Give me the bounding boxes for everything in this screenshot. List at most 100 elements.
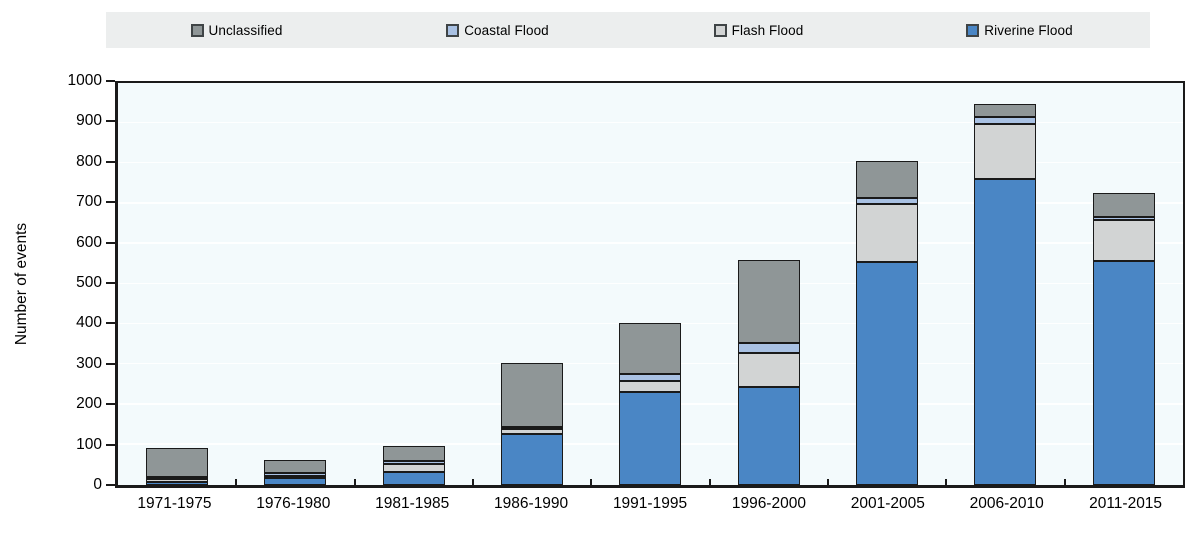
x-tick-mark-4 xyxy=(590,479,593,485)
x-tick-mark-6 xyxy=(827,479,829,485)
bar-segment-flash-flood xyxy=(1092,219,1155,262)
bar-segment-coastal-flood xyxy=(737,343,800,354)
y-tick-mark-300 xyxy=(106,362,115,365)
bars-layer xyxy=(118,83,1183,485)
y-tick-mark-500 xyxy=(106,282,115,284)
bar-segment-flash-flood xyxy=(264,475,327,479)
y-tick-mark-900 xyxy=(106,120,115,123)
y-axis-tick-marks xyxy=(106,80,115,486)
bar-segment-coastal-flood xyxy=(264,473,327,476)
legend-item-unclassified: Unclassified xyxy=(106,23,367,38)
x-tick-label-1991-1995: 1991-1995 xyxy=(612,495,688,512)
bar-2001-2005 xyxy=(856,161,919,485)
gridline-600 xyxy=(118,242,1183,244)
bar-1976-1980 xyxy=(264,460,327,485)
legend-item-riverine-flood: Riverine Flood xyxy=(889,23,1150,38)
bar-segment-unclassified xyxy=(264,460,327,474)
bar-segment-coastal-flood xyxy=(146,477,209,480)
y-tick-label-1000: 1000 xyxy=(67,72,102,89)
x-tick-mark-3 xyxy=(472,479,474,485)
bar-segment-unclassified xyxy=(1092,193,1155,218)
legend-label: Coastal Flood xyxy=(464,22,549,38)
bar-slot-1986-1990 xyxy=(473,83,591,485)
bar-segment-flash-flood xyxy=(619,380,682,392)
bar-segment-unclassified xyxy=(737,259,800,344)
bar-1996-2000 xyxy=(737,259,800,485)
x-tick-mark-7 xyxy=(945,479,948,485)
bar-1971-1975 xyxy=(146,448,209,485)
x-tick-label-1971-1975: 1971-1975 xyxy=(137,495,212,512)
bar-segment-riverine-flood xyxy=(974,179,1037,485)
bar-segment-coastal-flood xyxy=(501,426,564,430)
plot-area xyxy=(115,81,1185,488)
bar-segment-riverine-flood xyxy=(264,478,327,485)
bar-1981-1985 xyxy=(382,445,445,485)
y-axis-tick-labels: 0 100 200 300 400 500 600 700 800 900 1000 xyxy=(0,72,102,493)
legend-item-flash-flood: Flash Flood xyxy=(628,23,889,38)
y-tick-label-0: 0 xyxy=(93,476,102,493)
bar-segment-riverine-flood xyxy=(382,471,445,485)
y-tick-mark-100 xyxy=(106,443,115,446)
x-tick-mark-1 xyxy=(235,479,238,485)
bar-segment-flash-flood xyxy=(382,463,445,472)
bar-2011-2015 xyxy=(1092,193,1155,485)
gridline-500 xyxy=(118,282,1183,284)
y-tick-label-100: 100 xyxy=(76,435,102,453)
bar-segment-riverine-flood xyxy=(501,433,564,485)
y-tick-label-200: 200 xyxy=(76,395,102,413)
bar-slot-1971-1975 xyxy=(118,83,236,485)
coastal-flood-swatch-icon xyxy=(446,23,460,37)
y-tick-label-300: 300 xyxy=(76,354,102,372)
bar-1991-1995 xyxy=(619,323,682,485)
y-tick-label-600: 600 xyxy=(76,233,102,251)
x-tick-label-2011-2015: 2011-2015 xyxy=(1089,495,1163,512)
chart-legend: Unclassified Coastal Flood Flash Flood Rive… xyxy=(106,12,1150,48)
y-tick-label-500: 500 xyxy=(76,274,102,291)
flash-flood-swatch-icon xyxy=(713,23,727,37)
x-tick-label-1996-2000: 1996-2000 xyxy=(731,495,806,512)
bar-segment-riverine-flood xyxy=(856,261,919,485)
y-tick-mark-0 xyxy=(106,484,115,486)
bar-segment-coastal-flood xyxy=(856,197,919,204)
bar-slot-2011-2015 xyxy=(1065,83,1183,485)
y-tick-label-800: 800 xyxy=(76,152,102,170)
riverine-flood-swatch-icon xyxy=(966,23,980,37)
bar-1986-1990 xyxy=(501,363,564,485)
bar-segment-unclassified xyxy=(856,161,919,198)
bar-segment-flash-flood xyxy=(146,479,209,482)
gridline-700 xyxy=(118,202,1183,204)
legend-label: Unclassified xyxy=(208,22,283,38)
y-tick-mark-700 xyxy=(106,201,115,204)
bar-segment-riverine-flood xyxy=(737,387,800,485)
y-tick-label-900: 900 xyxy=(76,112,102,130)
x-tick-label-1981-1985: 1981-1985 xyxy=(375,495,450,512)
y-tick-mark-1000 xyxy=(106,80,115,82)
bar-slot-2001-2005 xyxy=(828,83,946,485)
bar-segment-unclassified xyxy=(501,363,564,427)
x-tick-label-2006-2010: 2006-2010 xyxy=(969,495,1044,512)
gridline-900 xyxy=(118,121,1183,124)
y-tick-mark-400 xyxy=(106,322,115,325)
x-tick-label-1986-1990: 1986-1990 xyxy=(494,495,569,512)
bar-segment-coastal-flood xyxy=(974,117,1037,125)
y-tick-label-400: 400 xyxy=(76,314,102,332)
bar-slot-1996-2000 xyxy=(710,83,828,485)
bar-segment-coastal-flood xyxy=(1092,217,1155,220)
x-tick-label-2001-2005: 2001-2005 xyxy=(850,495,925,512)
legend-label: Riverine Flood xyxy=(984,22,1073,38)
x-axis-tick-labels: 1971-1975 1976-1980 1981-1985 1986-1990 1991… xyxy=(115,495,1185,513)
bar-segment-coastal-flood xyxy=(619,374,682,381)
bar-segment-riverine-flood xyxy=(619,391,682,485)
bar-segment-unclassified xyxy=(382,445,445,462)
bar-segment-flash-flood xyxy=(501,429,564,434)
bar-slot-1991-1995 xyxy=(591,83,709,485)
x-tick-mark-2 xyxy=(353,479,356,485)
bar-segment-coastal-flood xyxy=(382,461,445,464)
legend-item-coastal-flood: Coastal Flood xyxy=(367,23,628,38)
bar-2006-2010 xyxy=(974,104,1037,485)
gridline-800 xyxy=(118,161,1183,164)
bar-segment-unclassified xyxy=(974,104,1037,118)
y-tick-mark-800 xyxy=(106,160,115,163)
bar-segment-flash-flood xyxy=(974,124,1037,180)
